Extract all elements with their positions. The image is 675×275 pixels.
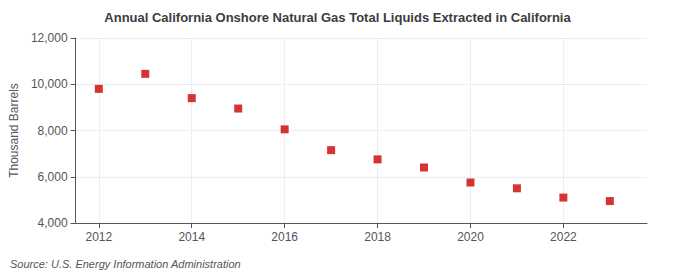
svg-text:Source: U.S. Energy Informatio: Source: U.S. Energy Information Administ… <box>10 258 241 270</box>
svg-text:Thousand Barrels: Thousand Barrels <box>7 83 21 178</box>
svg-text:8,000: 8,000 <box>38 124 68 138</box>
svg-text:4,000: 4,000 <box>38 216 68 230</box>
svg-text:12,000: 12,000 <box>31 31 68 45</box>
svg-text:2020: 2020 <box>457 230 484 244</box>
svg-text:6,000: 6,000 <box>38 170 68 184</box>
svg-text:10,000: 10,000 <box>31 77 68 91</box>
svg-text:2018: 2018 <box>364 230 391 244</box>
svg-text:2012: 2012 <box>85 230 112 244</box>
svg-text:2022: 2022 <box>550 230 577 244</box>
svg-text:2014: 2014 <box>178 230 205 244</box>
svg-text:Annual California Onshore Natu: Annual California Onshore Natural Gas To… <box>104 10 571 25</box>
svg-text:2016: 2016 <box>271 230 298 244</box>
